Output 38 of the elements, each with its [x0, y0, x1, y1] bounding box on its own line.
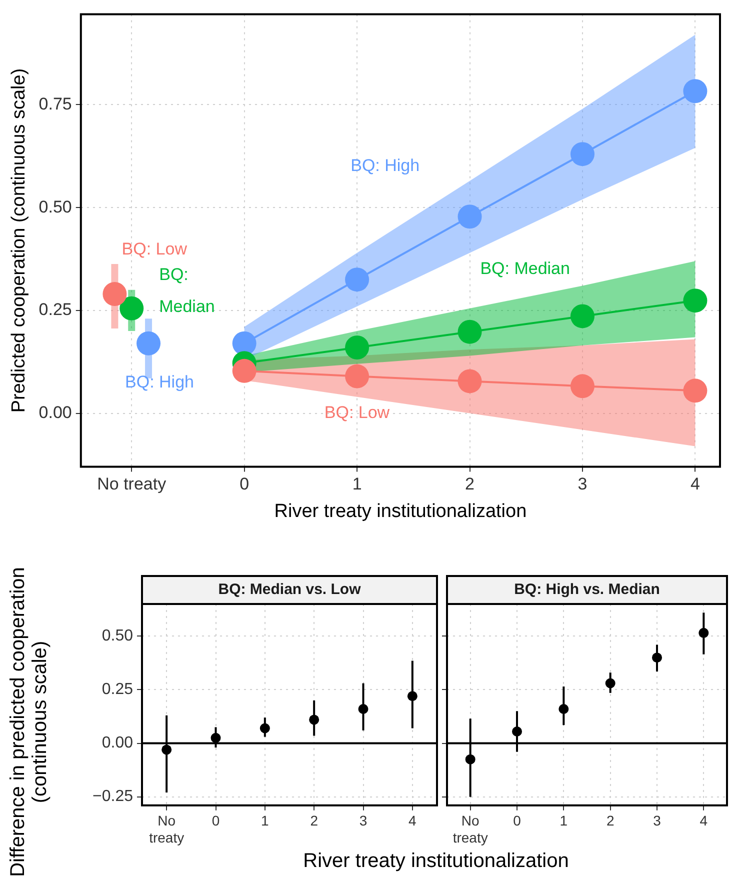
x-axis-title: River treaty institutionalization [274, 500, 527, 522]
x-tick-label: 4 [690, 474, 700, 494]
x-tick-label: 2 [606, 812, 614, 829]
x-tick-label: 0 [240, 474, 250, 494]
x-tick-label: 3 [359, 812, 368, 829]
y-tick-label: 0.50 [102, 628, 134, 645]
x-tick-label: 4 [408, 812, 417, 829]
y-tick-label: 0.00 [38, 403, 72, 422]
y-tick-label: 0.75 [38, 94, 72, 114]
x-tick-label: 0 [513, 812, 522, 829]
annotation: BQ: High [125, 372, 194, 392]
chart-title: BQ: High vs. Median [514, 581, 660, 598]
y-tick-label: 0.50 [38, 197, 72, 216]
x-tick-label: 1 [352, 474, 362, 494]
y-tick-label: 0.25 [102, 681, 134, 698]
x-axis-title: River treaty institutionalization [302, 850, 570, 872]
annotation: BQ: Low [324, 403, 390, 422]
y-axis-title: Difference in predicted cooperation (continuous scale) [7, 566, 51, 879]
annotation: BQ: Median [159, 264, 215, 316]
x-tick-label: 3 [578, 474, 588, 494]
annotation: BQ: Median [480, 259, 570, 278]
chart-title: BQ: Median vs. Low [218, 581, 362, 598]
y-tick-label: 0.25 [38, 300, 72, 320]
x-tick-label: 1 [261, 812, 270, 829]
y-tick-label: 0.00 [102, 734, 134, 752]
annotation: BQ: Low [122, 240, 188, 259]
x-tick-label: 2 [465, 474, 474, 494]
x-tick-label: 3 [653, 812, 662, 829]
x-tick-label: No treaty [452, 812, 488, 846]
x-tick-label: No treaty [97, 474, 167, 494]
x-tick-label: 4 [700, 812, 708, 829]
x-tick-label: No treaty [149, 812, 184, 846]
x-tick-label: 0 [212, 812, 220, 829]
annotation: BQ: High [350, 156, 420, 175]
y-tick-label: −0.25 [92, 788, 134, 806]
y-axis-title: Predicted cooperation (continuous scale) [8, 68, 30, 413]
x-tick-label: 2 [310, 812, 318, 829]
x-tick-label: 1 [560, 812, 568, 829]
